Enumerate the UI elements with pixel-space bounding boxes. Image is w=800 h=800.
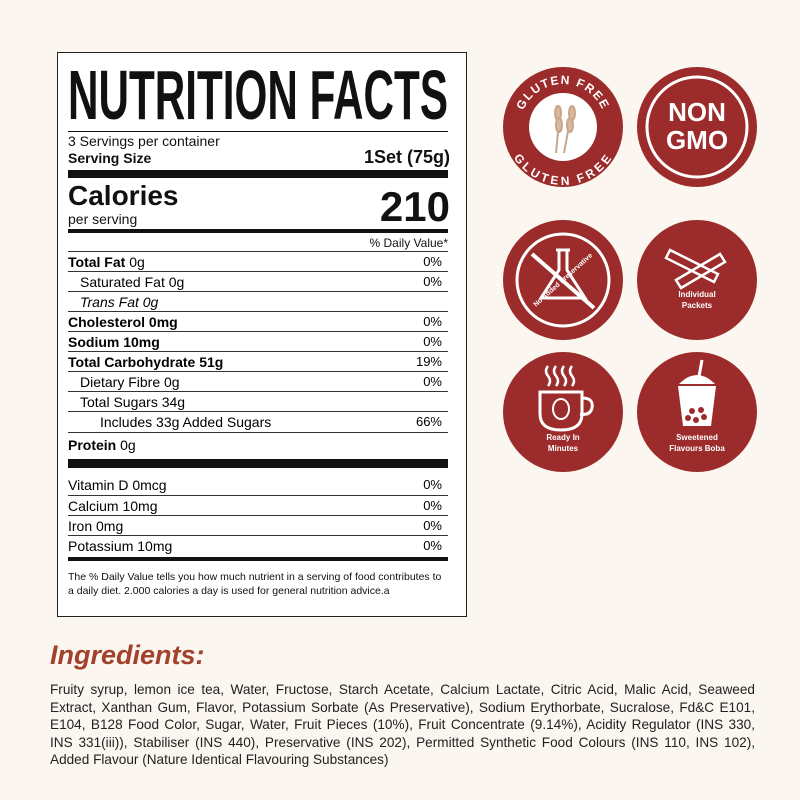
nutrient-dv: 0% xyxy=(423,274,442,289)
nutrient-name: Saturated Fat 0g xyxy=(80,274,185,290)
nutrient-dv: 0% xyxy=(423,314,442,329)
vitamin-row: Calcium 10mg 0% xyxy=(68,495,448,516)
nutrient-name: Total Fat xyxy=(68,254,126,270)
nutrient-dv: 19% xyxy=(415,354,442,369)
thick-rule xyxy=(68,557,448,561)
vitamin-dv: 0% xyxy=(423,498,442,513)
nutrient-row: Trans Fat 0g xyxy=(68,291,448,312)
badge-text: GMO xyxy=(666,125,728,155)
calories: 210 xyxy=(379,183,450,230)
ingredients-text: Fruity syrup, lemon ice tea, Water, Fruc… xyxy=(50,682,755,767)
nutrient-row: Saturated Fat 0g 0% xyxy=(68,271,448,292)
dv-header: % Daily Value* xyxy=(369,236,448,250)
vitamin-dv: 0% xyxy=(423,538,442,553)
serving-size-label: Serving Size xyxy=(68,150,152,166)
nutrient-row: Total Carbohydrate 51g 19% xyxy=(68,351,448,372)
no-preservative-badge: No Added Preservative xyxy=(503,220,623,340)
boba-badge: Sweetened Flavours Boba xyxy=(637,352,757,472)
nutrient-row: Sodium 10mg 0% xyxy=(68,331,448,352)
badges: GLUTEN FREE GLUTEN FREE NON GMO No Added… xyxy=(503,67,757,472)
badge-text: Individual xyxy=(678,290,715,299)
vitamin-row: Vitamin D 0mcg 0% xyxy=(68,475,448,495)
nutrient-dv: 66% xyxy=(415,414,442,429)
badge-text: Ready In xyxy=(546,433,579,442)
badge-text: Sweetened xyxy=(676,433,718,442)
vitamin-dv: 0% xyxy=(423,518,442,533)
badge-text: Minutes xyxy=(548,444,579,453)
vitamin-name: Vitamin D 0mcg xyxy=(68,477,167,493)
vitamin-name: Calcium 10mg xyxy=(68,498,158,514)
nutrient-name: Total Carbohydrate 51g xyxy=(68,354,224,370)
nutrient-row: Total Sugars 34g xyxy=(68,391,448,412)
nutrient-name: Cholesterol 0mg xyxy=(68,314,178,330)
vitamin-name: Iron 0mg xyxy=(68,518,124,534)
title-svg: NUTRITION FACTS xyxy=(68,61,448,125)
nutrient-row: Cholesterol 0mg 0% xyxy=(68,311,448,332)
ingredients-title: Ingredients: xyxy=(50,640,205,670)
nutrient-name: Protein xyxy=(68,437,117,453)
nutrient-dv: 0% xyxy=(423,334,442,349)
vitamin-row: Potassium 10mg 0% xyxy=(68,535,448,556)
nutrient-dv: 0% xyxy=(423,374,442,389)
gluten-free-badge: GLUTEN FREE GLUTEN FREE xyxy=(503,67,623,188)
nutrient-name: Total Sugars 34g xyxy=(80,394,186,410)
per-serving: per serving xyxy=(68,211,138,227)
nutrient-amount: 0g xyxy=(120,437,136,453)
nutrient-row: Dietary Fibre 0g 0% xyxy=(68,371,448,392)
thick-rule xyxy=(68,229,448,233)
nutrient-name: Includes 33g Added Sugars xyxy=(100,414,272,430)
nutrient-name: Dietary Fibre 0g xyxy=(80,374,180,390)
footnote: The % Daily Value tells you how much nut… xyxy=(68,571,442,597)
thick-rule xyxy=(68,459,448,468)
badge-text: NON xyxy=(668,97,726,127)
nutrient-row: Protein 0g xyxy=(68,432,448,457)
label-title: NUTRITION FACTS xyxy=(68,61,448,125)
badge-text: Packets xyxy=(682,301,713,310)
serving-size: 1Set (75g) xyxy=(363,147,450,167)
individual-packets-badge: Individual Packets xyxy=(637,220,757,340)
badge-text: Flavours Boba xyxy=(669,444,725,453)
calories-label: Calories xyxy=(68,180,179,211)
rule xyxy=(68,131,448,132)
vitamin-dv: 0% xyxy=(423,477,442,492)
nutrition-label: NUTRITION FACTS 3 Servings per container… xyxy=(57,52,467,617)
vitamin-name: Potassium 10mg xyxy=(68,538,173,554)
ready-badge: Ready In Minutes xyxy=(503,352,623,472)
nutrient-row: Total Fat 0g 0% xyxy=(68,251,448,272)
nutrient-name: Trans Fat 0g xyxy=(80,294,159,310)
non-gmo-badge: NON GMO xyxy=(637,67,757,187)
nutrient-row: Includes 33g Added Sugars 66% xyxy=(68,411,448,432)
servings: 3 Servings per container xyxy=(68,133,220,149)
nutrient-amount: 0g xyxy=(129,254,145,270)
nutrient-dv: 0% xyxy=(423,254,442,269)
nutrient-name: Sodium 10mg xyxy=(68,334,160,350)
thick-rule xyxy=(68,170,448,178)
vitamin-row: Iron 0mg 0% xyxy=(68,515,448,536)
